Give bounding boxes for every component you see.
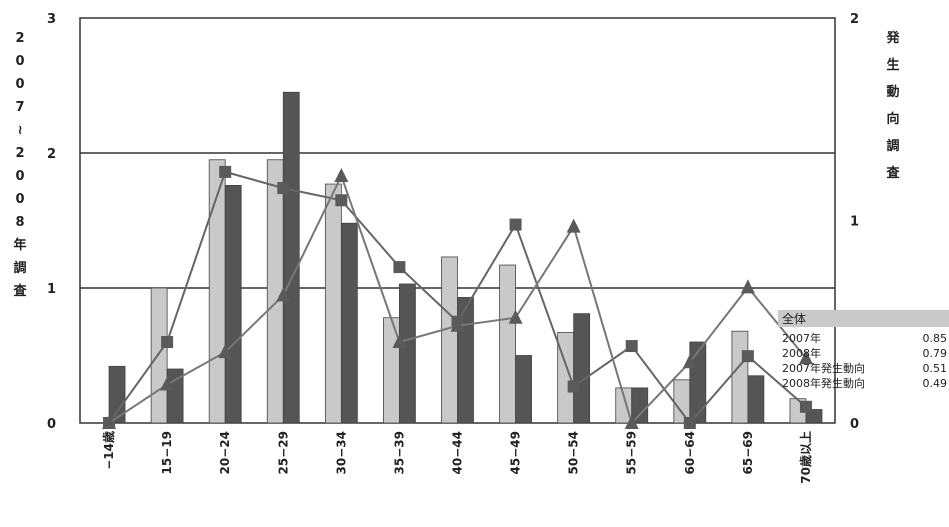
axis-title-char: 8 (15, 215, 24, 230)
axis-title-char: ≀ (18, 123, 23, 138)
x-tick-label: −14歳 (101, 431, 116, 470)
axis-title-char: 0 (15, 77, 24, 92)
axis-title-char: 動 (886, 84, 899, 100)
square-marker (393, 261, 406, 274)
triangle-marker (508, 309, 523, 324)
bar-series-2 (573, 313, 591, 424)
legend-entry-label: 2008年 (782, 346, 821, 360)
x-tick-label: 40−44 (451, 431, 465, 474)
triangle-marker (160, 376, 175, 391)
axis-title-char: 向 (886, 111, 899, 127)
legend: 全体 2007年 0.85 2008年 0.79 2007年発生動向 0.51 2008年発生… (778, 310, 949, 390)
x-tick-label: 50−54 (567, 431, 581, 474)
axis-title-char: 査 (12, 283, 27, 299)
bar-series-1 (673, 379, 691, 424)
axis-title-char: 生 (886, 57, 899, 73)
bar-series-1 (499, 264, 516, 424)
x-tick-label: 15−19 (160, 431, 174, 474)
bar-series-1 (266, 159, 284, 424)
x-tick-label: 20−24 (218, 431, 232, 474)
bar-series-1 (441, 256, 458, 424)
y-right-tick-label: 0 (850, 417, 859, 432)
bar-series-2 (631, 387, 649, 424)
x-tick-label: 70歳以上 (798, 431, 813, 484)
y-left-tick-label: 1 (47, 282, 56, 297)
x-tick-label: 25−29 (276, 431, 290, 474)
axis-title-char: 0 (15, 169, 24, 184)
square-marker (683, 417, 696, 429)
axis-title-char: 0 (15, 192, 24, 207)
triangle-marker (566, 218, 581, 233)
square-marker (509, 218, 522, 231)
triangle-marker (740, 279, 755, 294)
x-tick-label: 65−69 (741, 431, 755, 474)
axis-title-char: 0 (15, 54, 24, 69)
legend-header-bg (778, 310, 949, 327)
square-marker (741, 350, 754, 363)
square-marker (219, 165, 232, 178)
axis-title-char: 7 (15, 100, 24, 115)
y-left-tick-label: 0 (47, 417, 56, 432)
y-right-tick-label: 2 (850, 12, 859, 27)
square-marker (567, 380, 580, 393)
axis-title-char: 2 (15, 146, 24, 161)
square-marker (161, 336, 174, 348)
x-tick-label: 45−49 (509, 431, 523, 474)
bar-series-2 (747, 375, 765, 424)
lines (102, 165, 813, 429)
bar-series-2 (224, 184, 242, 424)
legend-entry-label: 2007年 (782, 331, 821, 345)
bar-series-2 (282, 91, 300, 424)
bar-series-2 (108, 365, 126, 424)
square-marker (625, 340, 638, 353)
bar-series-2 (399, 283, 416, 424)
legend-entry-value: 0.79 (923, 347, 948, 360)
bar-series-1 (150, 287, 168, 424)
y-left-tick-label: 2 (47, 147, 56, 162)
legend-entry-value: 0.51 (923, 362, 948, 375)
legend-title: 全体 (782, 311, 806, 326)
x-tick-label: 55−59 (625, 431, 639, 474)
square-marker (335, 194, 348, 207)
axis-title-char: 発 (885, 30, 900, 46)
bar-series-1 (324, 183, 342, 424)
x-tick-label: 60−64 (683, 431, 697, 474)
triangle-marker (624, 415, 639, 429)
triangle-marker (682, 354, 697, 369)
bar-series-2 (515, 355, 532, 424)
bar-series-2 (689, 341, 707, 424)
square-marker (799, 400, 812, 413)
y-left-tick-label: 3 (47, 12, 56, 27)
bar-series-2 (340, 222, 358, 424)
axis-title-char: 調 (13, 260, 26, 276)
axis-title-char: 調 (886, 138, 899, 154)
x-tick-label: 35−39 (392, 431, 406, 474)
y-left-axis-title: 2 0 0 7 ≀ 2 0 0 8 年調査 (12, 31, 27, 299)
legend-entry-value: 0.49 (923, 377, 948, 390)
x-tick-label: 30−34 (334, 431, 348, 474)
triangle-marker (218, 344, 233, 359)
triangle-marker (450, 317, 465, 332)
triangle-marker (392, 334, 407, 348)
triangle-marker (276, 287, 291, 302)
legend-entry-value: 0.85 (923, 332, 948, 345)
y-right-tick-label: 1 (850, 215, 859, 230)
legend-entry-label: 2008年発生動向 (782, 376, 865, 390)
triangle-marker (102, 415, 117, 429)
square-marker (277, 182, 290, 195)
bar-series-2 (805, 409, 823, 424)
axis-title-char: 年 (13, 237, 26, 253)
axis-title-char: 2 (15, 31, 24, 46)
bar-series-1 (731, 330, 749, 424)
triangle-marker (334, 167, 349, 182)
bars (108, 91, 823, 424)
axis-title-char: 査 (885, 165, 900, 181)
legend-entry-label: 2007年発生動向 (782, 361, 865, 375)
triangle-marker (798, 350, 813, 365)
bar-series-1 (208, 159, 226, 424)
